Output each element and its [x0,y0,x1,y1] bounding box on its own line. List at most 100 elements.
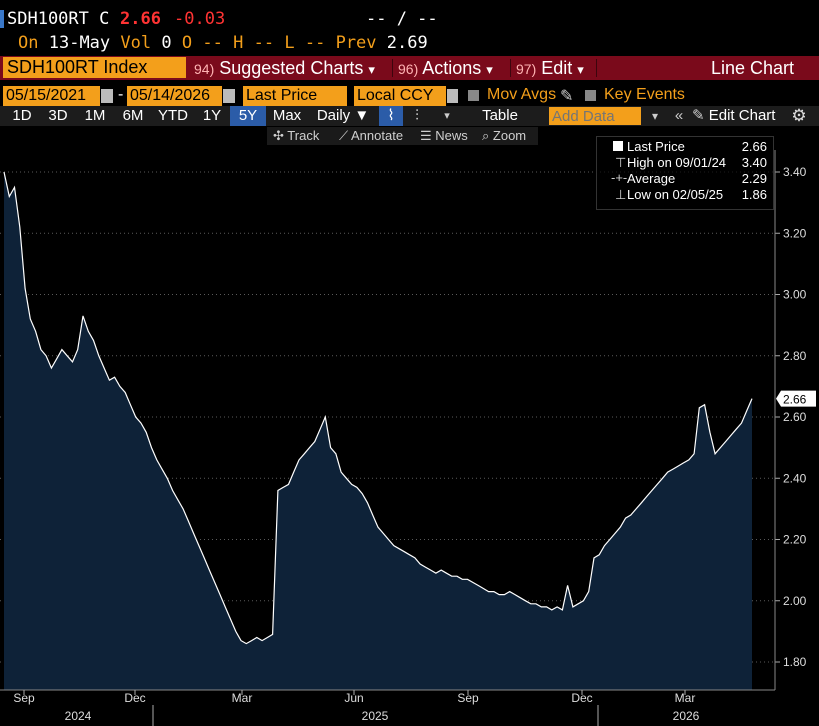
pencil-icon[interactable]: ✎ [560,88,574,105]
line-chart-icon[interactable]: ⌇ [379,106,403,126]
range-3d-button[interactable]: 3D [48,107,68,124]
price-line [3,171,753,645]
last-price-swatch [613,141,623,151]
low-label: L [284,33,295,53]
calendar-icon[interactable] [223,89,235,103]
key-events-label: Key Events [604,86,685,103]
legend-average-row: -+- Average 2.29 [597,170,773,187]
high-marker-icon: ⊤ [615,155,627,170]
legend-low-row: ⊥ Low on 02/05/25 1.86 [597,187,773,203]
x-tick-label: Sep [13,691,35,705]
quote-details: On 13-May Vol 0 O -- H -- L -- Prev 2.69 [18,33,428,53]
table-button[interactable]: Table [482,107,518,124]
calendar-icon[interactable] [101,89,113,103]
key-events-checkbox[interactable] [585,90,596,101]
legend-low-value: 1.86 [741,187,767,202]
year-label: 2024 [65,709,92,723]
x-tick-label: Mar [675,691,696,705]
y-tick-label: 2.60 [783,410,807,424]
price-change: -0.03 [174,9,226,29]
zoom-tool[interactable]: ⌕ Zoom [482,128,527,143]
menu-bar: SDH100RT Index 94) Suggested Charts ▾ 96… [0,56,819,80]
x-tick-label: Jun [344,691,363,705]
mov-avgs-checkbox[interactable] [468,90,479,101]
ticker-label[interactable]: SDH100RT C [7,9,110,29]
legend-high-value: 3.40 [741,155,767,170]
legend-low-label: Low on 02/05/25 [627,187,724,202]
quote-date: 13-May [48,33,111,53]
x-tick-label: Sep [457,691,479,705]
quote-header: SDH100RT C 2.66 -0.03 -- / -- [0,8,819,30]
chevron-down-icon[interactable]: ▾ [651,109,659,123]
legend-last-label: Last Price [627,139,685,154]
chevron-down-icon[interactable] [447,89,458,103]
last-price-badge [776,390,816,407]
x-tick-label: Dec [571,691,592,705]
last-price: 2.66 [120,9,161,29]
y-tick-label: 3.20 [783,226,807,240]
price-area [4,172,752,690]
add-data-input[interactable] [549,107,641,125]
period-select[interactable]: Daily ▼ [316,107,370,124]
cursor-icon: ✣ [273,128,284,143]
year-label: 2025 [362,709,389,723]
date-dash: - [118,86,124,103]
currency-select[interactable]: Local CCY [354,86,446,106]
mov-avgs-label: Mov Avgs [487,86,557,103]
legend-average-label: Average [627,171,676,186]
high-label: H [233,33,244,53]
volume-value: 0 [161,33,172,53]
actions-menu[interactable]: 96) Actions ▾ [398,58,493,78]
line-icon: ⟋ [339,128,349,143]
high-value: -- [253,33,275,53]
y-tick-label: 2.00 [783,594,807,608]
legend-high-label: High on 09/01/24 [627,155,727,170]
prev-label: Prev [335,33,377,53]
chart-legend: Last Price 2.66 ⊤ High on 09/01/24 3.40 … [596,136,774,210]
open-label: O [181,33,193,53]
chart-type-label[interactable]: Line Chart [711,58,795,78]
prev-value: 2.69 [386,33,428,53]
legend-average-value: 2.29 [741,171,767,186]
end-date-input[interactable]: 05/14/2026 [127,86,222,106]
chart-tools: ✣ Track ⟋ Annotate ☰ News ⌕ Zoom [267,127,538,145]
edit-chart-button[interactable]: ✎ Edit Chart [692,107,776,124]
legend-last-value: 2.66 [741,139,767,154]
open-value: -- [202,33,223,53]
x-tick-label: Mar [232,691,253,705]
range-5y-button[interactable]: 5Y [230,106,266,126]
vol-label: Vol [120,33,152,53]
range-1y-button[interactable]: 1Y [202,107,222,124]
field-select[interactable]: Last Price [243,86,347,106]
y-tick-label: 3.40 [783,165,807,179]
on-label: On [18,33,39,53]
news-tool[interactable]: ☰ News [420,128,468,143]
gear-icon[interactable]: ⚙ [791,106,807,125]
range-6m-button[interactable]: 6M [122,107,144,124]
suggested-charts-menu[interactable]: 94) Suggested Charts ▾ [194,58,375,78]
legend-last-row: Last Price 2.66 [597,139,773,155]
start-date-input[interactable]: 05/15/2021 [3,86,100,106]
low-value: -- [304,33,326,53]
y-tick-label: 2.40 [783,471,807,485]
range-1d-button[interactable]: 1D [12,107,32,124]
pencil-icon: ✎ [692,107,705,124]
y-tick-label: 2.20 [783,533,807,547]
low-marker-icon: ⊥ [615,187,627,202]
edit-menu[interactable]: 97) Edit ▾ [516,58,584,78]
annotate-tool[interactable]: ⟋ Annotate [339,128,404,143]
range-max-button[interactable]: Max [272,107,302,124]
price-chart[interactable]: 3.40 3.20 3.00 2.80 2.60 2.40 2.20 2.00 1.80 2.66… [0,150,819,726]
collapse-icon[interactable]: « [674,107,684,124]
y-tick-label: 1.80 [783,655,807,669]
zoom-icon: ⌕ [482,128,490,143]
index-name-field[interactable]: SDH100RT Index [3,57,186,78]
range-ytd-button[interactable]: YTD [158,107,188,124]
chevron-down-icon[interactable]: ▾ [444,110,450,122]
y-tick-label: 3.00 [783,288,807,302]
bar-chart-icon[interactable]: ⫶ [415,107,419,124]
average-marker-icon: -+- [611,170,628,185]
track-tool[interactable]: ✣ Track [273,128,320,143]
range-toolbar: 1D 3D 1M 6M YTD 1Y 5Y Max Daily ▼ ⌇ ⫶ ▾ … [0,106,819,126]
range-1m-button[interactable]: 1M [84,107,106,124]
